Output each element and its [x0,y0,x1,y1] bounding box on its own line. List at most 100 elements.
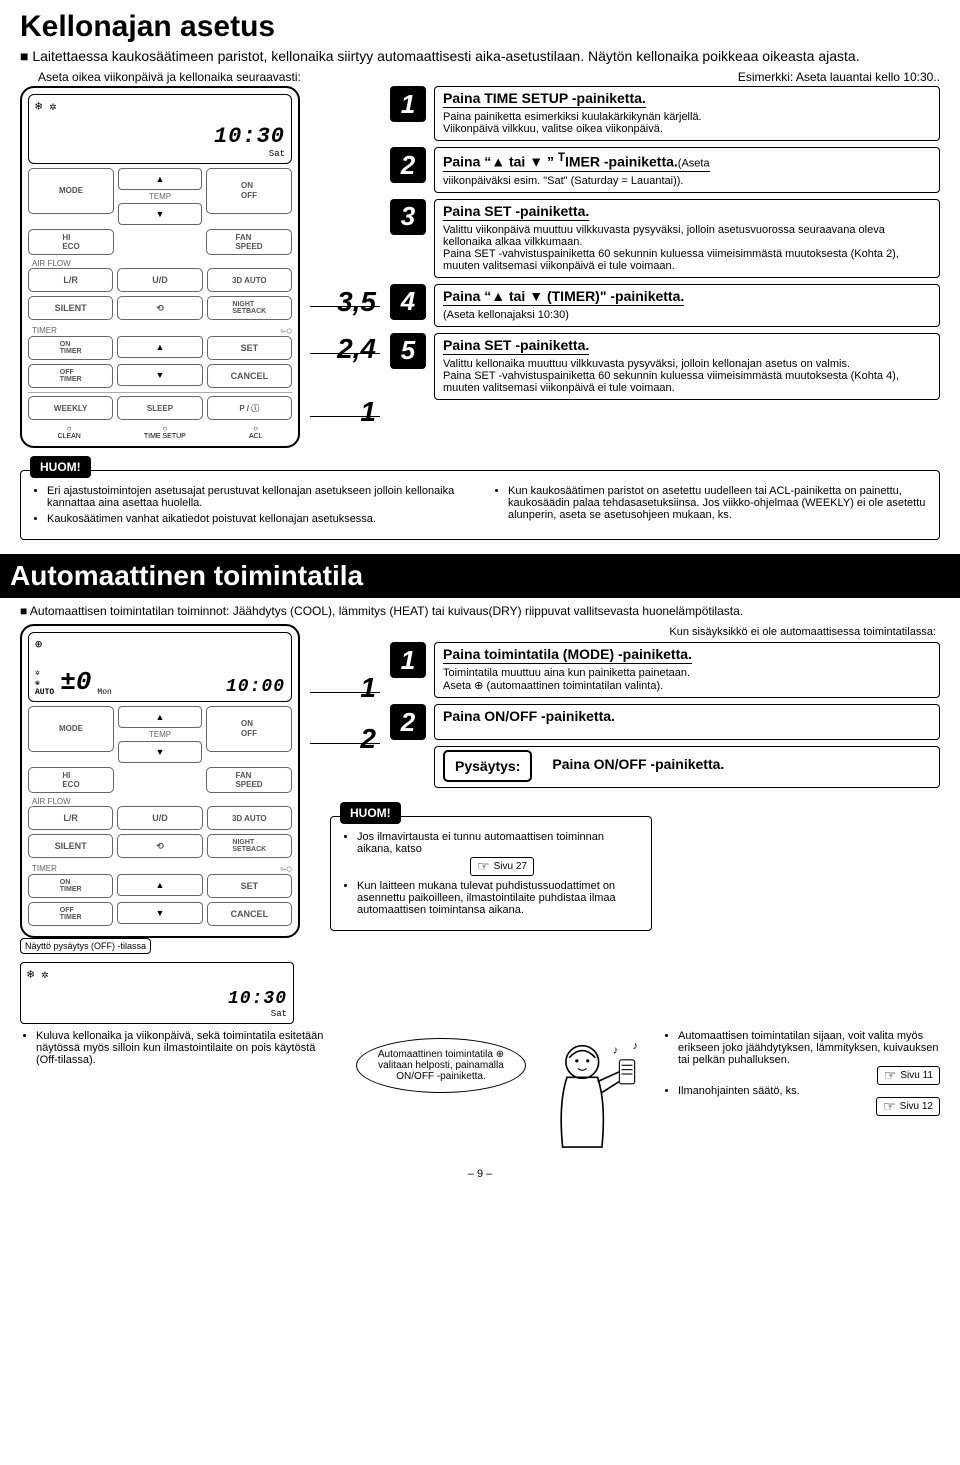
weekly-button[interactable]: WEEKLY [28,396,113,420]
timer-down[interactable] [117,364,202,386]
fan-button-2[interactable]: FAN SPEED [206,767,292,793]
callout-24: 2,4 [310,333,380,365]
ud-button-2[interactable]: U/D [117,806,202,830]
step4-text: (Aseta kellonajaksi 10:30) [443,309,931,321]
s2-step1-title: Paina toimintatila (MODE) -painiketta. [443,646,692,664]
note1-l2: Kaukosäätimen vanhat aikatiedot poistuva… [47,513,468,525]
night-button-2[interactable]: NIGHT SETBACK [207,834,292,858]
step-badge-5: 5 [390,333,426,369]
section1-sub: Aseta oikea viikonpäivä ja kellonaika se… [38,70,301,84]
lcd2-time: 10:00 [226,677,285,697]
speech-bubble: Automaattinen toimintatila ⊕ valitaan he… [356,1038,526,1093]
person-icon: ♪♪ [536,1038,646,1158]
timer-up-2[interactable] [117,874,202,896]
lcd-icons: ❄ ✲ [35,100,57,114]
note2-i2: Kun laitteen mukana tulevat puhdistussuo… [357,880,641,916]
callout-35: 3,5 [310,286,380,318]
swing-button-2[interactable]: ⟲ [117,834,202,858]
ud-button[interactable]: U/D [117,268,202,292]
airflow-label: AIR FLOW [32,259,292,268]
night-button[interactable]: NIGHT SETBACK [207,296,292,320]
s2-step-badge-2: 2 [390,704,426,740]
note1-r1: Kun kaukosäätimen paristot on asetettu u… [508,485,929,521]
stop-label: Pysäytys: [443,750,532,782]
callout2-1: 1 [310,672,380,704]
section2-lead: Automaattisen toimintatilan toiminnot: J… [20,604,940,618]
fan-button[interactable]: FAN SPEED [206,229,292,255]
note-tab-2: HUOM! [340,802,401,824]
section1-lead: Laitettaessa kaukosäätimeen paristot, ke… [20,48,940,64]
note-box-1: Eri ajastustoimintojen asetusajat perust… [20,470,940,540]
remote-1: ❄ ✲ 10:30 Sat MODE TEMP [20,86,300,448]
cancel-button[interactable]: CANCEL [207,364,292,388]
sleep-button[interactable]: SLEEP [117,396,202,420]
lcd-2: ⊕ ✲❀AUTO ±0 Mon 10:00 [28,632,292,702]
offtimer-button[interactable]: OFF TIMER [28,364,113,388]
page-number: – 9 – [20,1168,940,1180]
lcd-off: ❄ ✲ 10:30 Sat [20,962,294,1024]
step3-text: Valittu viikonpäivä muuttuu vilkkuvasta … [443,224,931,272]
step-badge-4: 4 [390,284,426,320]
temp-up-2[interactable] [118,706,202,728]
stop-action: Paina ON/OFF -painiketta. [552,756,724,773]
step3-title: Paina SET -painiketta. [443,203,589,221]
hieco-button[interactable]: HI ECO [28,229,114,255]
onoff-button-2[interactable]: ON OFF [206,706,292,752]
remote-2: ⊕ ✲❀AUTO ±0 Mon 10:00 MODE TEMP [20,624,300,938]
swing-button[interactable]: ⟲ [117,296,202,320]
step1-text: Paina painiketta esimerkiksi kuulakärkik… [443,111,931,135]
timer-down-2[interactable] [117,902,202,924]
ontimer-button-2[interactable]: ON TIMER [28,874,113,898]
ontimer-button[interactable]: ON TIMER [28,336,113,360]
acl-button[interactable]: ACL [249,433,263,440]
step5-title: Paina SET -painiketta. [443,337,589,355]
pi-button[interactable]: P / ⓘ [207,396,292,420]
offtimer-button-2[interactable]: OFF TIMER [28,902,113,926]
hieco-button-2[interactable]: HI ECO [28,767,114,793]
step5-text: Valittu kellonaika muuttuu vilkkuvasta p… [443,358,931,394]
offstate-label: Näyttö pysäytys (OFF) -tilassa [20,938,151,954]
step2-text: viikonpäiväksi esim. "Sat" (Saturday = L… [443,175,931,187]
temp-label: TEMP [118,192,202,201]
callout-1: 1 [310,396,380,428]
s2-step1-text: Toimintatila muuttuu aina kun painiketta… [443,667,931,692]
s2-step-badge-1: 1 [390,642,426,678]
timesetup-button[interactable]: TIME SETUP [144,433,186,440]
silent-button[interactable]: SILENT [28,296,113,320]
section1-example: Esimerkki: Aseta lauantai kello 10:30.. [738,70,940,86]
step1-title: Paina TIME SETUP -painiketta. [443,90,646,108]
auto3d-button-2[interactable]: 3D AUTO [207,806,292,830]
auto3d-button[interactable]: 3D AUTO [207,268,292,292]
svg-text:♪: ♪ [613,1044,618,1056]
temp-down[interactable] [118,203,202,225]
temp-up[interactable] [118,168,202,190]
cancel-button-2[interactable]: CANCEL [207,902,292,926]
step-badge-3: 3 [390,199,426,235]
step4-title: Paina “▲ tai ▼ (TIMER)" -painiketta. [443,288,684,306]
lcd-1: ❄ ✲ 10:30 Sat [28,94,292,164]
note2-i1: Jos ilmavirtausta ei tunnu automaattisen… [357,831,604,855]
step-badge-2: 2 [390,147,426,183]
set-button-2[interactable]: SET [207,874,292,898]
section1-title: Kellonajan asetus [20,10,940,44]
section2-precontext: Kun sisäyksikkö ei ole automaattisessa t… [390,626,936,638]
svg-text:♪: ♪ [632,1040,637,1052]
section2-title: Automaattinen toimintatila [0,554,960,598]
onoff-button[interactable]: ON OFF [206,168,292,214]
timer-label: TIMER [32,326,57,336]
lr-button-2[interactable]: L/R [28,806,113,830]
clean-button[interactable]: CLEAN [58,433,81,440]
temp-down-2[interactable] [118,741,202,763]
note1-l1: Eri ajastustoimintojen asetusajat perust… [47,485,468,509]
set-button[interactable]: SET [207,336,292,360]
off-note: Kuluva kellonaika ja viikonpäivä, sekä t… [36,1030,340,1066]
mode-button[interactable]: MODE [28,168,114,214]
silent-button-2[interactable]: SILENT [28,834,113,858]
lcd-day: Sat [214,149,285,159]
step-badge-1: 1 [390,86,426,122]
note-tab-1: HUOM! [30,456,91,478]
timer-up[interactable] [117,336,202,358]
mode-button-2[interactable]: MODE [28,706,114,752]
lr-button[interactable]: L/R [28,268,113,292]
bottom-item1: Automaattisen toimintatilan sijaan, voit… [678,1030,938,1066]
